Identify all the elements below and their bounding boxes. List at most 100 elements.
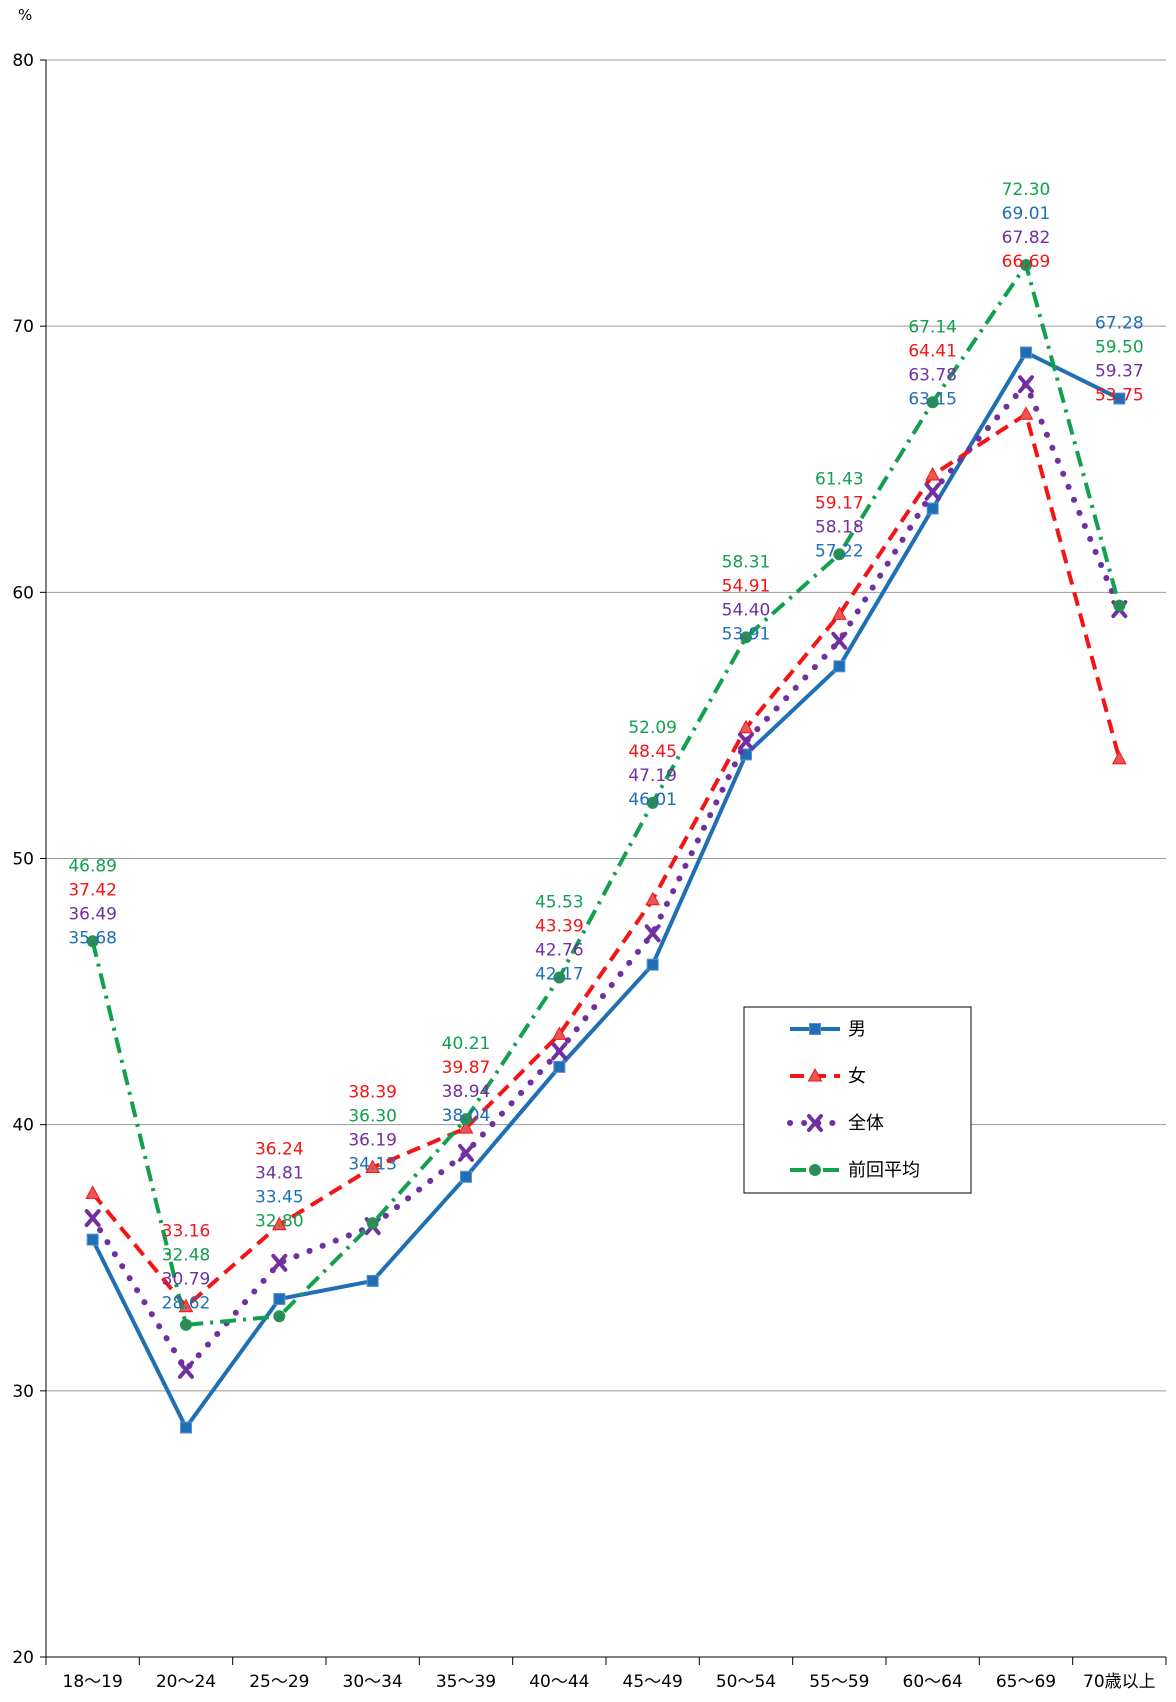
x-tick-label: 55～59: [809, 1672, 869, 1692]
data-label: 67.82: [1002, 228, 1051, 248]
y-tick-label: 40: [12, 1116, 34, 1136]
y-tick-label: 60: [12, 583, 34, 603]
data-label: 57.22: [815, 541, 864, 561]
legend-label: 男: [848, 1019, 866, 1040]
marker-triangle: [85, 1185, 101, 1199]
marker-triangle: [551, 1026, 567, 1040]
y-axis-ticks: 20 30 40 50 60 70 80: [12, 51, 46, 1668]
data-label: 36.49: [68, 904, 117, 924]
data-label: 63.15: [908, 389, 957, 409]
data-label: 36.30: [348, 1107, 397, 1127]
marker-square: [833, 660, 846, 673]
marker-triangle: [271, 1216, 287, 1231]
data-label: 59.37: [1095, 362, 1144, 382]
marker-circle: [553, 971, 566, 984]
data-label: 58.31: [722, 552, 771, 572]
series-line: [89, 381, 1123, 1373]
y-tick-label: 70: [12, 317, 34, 337]
x-tick-label: 50～54: [716, 1672, 776, 1692]
data-label: 64.41: [908, 341, 957, 361]
data-label: 42.76: [535, 940, 584, 960]
gridlines: [46, 59, 1166, 1392]
data-label: 59.50: [1095, 338, 1144, 358]
marker-x: [1018, 375, 1034, 394]
data-label: 54.40: [722, 600, 771, 620]
series-line: [90, 262, 1122, 1327]
y-tick-label: 20: [12, 1648, 34, 1668]
marker-circle: [180, 1318, 192, 1331]
legend-label: 女: [848, 1066, 866, 1087]
marker-triangle: [925, 466, 941, 481]
x-tick-label: 20～24: [156, 1672, 216, 1692]
data-label: 39.87: [442, 1058, 491, 1078]
marker-triangle: [458, 1120, 474, 1134]
legend-label: 全体: [848, 1113, 884, 1134]
marker-x: [178, 1360, 194, 1379]
data-label: 32.48: [162, 1246, 211, 1266]
data-labels: 46.89 37.42 36.49 35.68 33.16 32.48 30.79 28.62…: [68, 180, 1143, 1314]
data-label: 33.45: [255, 1188, 304, 1208]
data-label: 38.94: [442, 1082, 491, 1102]
data-label: 42.17: [535, 964, 584, 984]
data-label: 46.01: [628, 790, 677, 810]
series-line: [91, 412, 1122, 1309]
marker-circle: [833, 548, 846, 561]
marker-square: [646, 958, 659, 971]
marker-square: [1113, 392, 1126, 405]
marker-square: [926, 502, 939, 515]
data-label: 53.75: [1095, 386, 1144, 406]
marker-circle: [1113, 599, 1126, 612]
data-label: 32.80: [255, 1212, 304, 1232]
data-label: 46.89: [68, 856, 117, 876]
data-label: 61.43: [815, 469, 864, 489]
data-label: 38.04: [442, 1106, 491, 1126]
marker-square: [460, 1170, 472, 1183]
marker-circle: [1020, 258, 1032, 271]
data-label: 47.19: [628, 766, 677, 786]
marker-x: [807, 1114, 823, 1132]
x-tick-label: 60～64: [903, 1672, 963, 1692]
marker-x: [831, 631, 848, 650]
data-label: 35.68: [68, 928, 117, 948]
data-label: 37.42: [68, 880, 117, 900]
data-label: 48.45: [628, 742, 677, 762]
x-tick-label: 40～44: [529, 1672, 589, 1692]
data-label: 34.81: [255, 1164, 304, 1184]
marker-triangle: [1018, 406, 1034, 420]
marker-x: [924, 482, 941, 501]
x-tick-label: 30～34: [343, 1672, 403, 1692]
data-label: 69.01: [1002, 204, 1051, 224]
data-label: 40.21: [442, 1034, 491, 1054]
marker-circle: [926, 396, 939, 409]
data-label: 36.24: [255, 1140, 304, 1160]
y-axis-unit-label: %: [18, 6, 32, 24]
data-label: 53.91: [722, 624, 771, 644]
data-label: 66.69: [1002, 252, 1051, 272]
data-label: 34.13: [348, 1155, 397, 1175]
marker-square: [1020, 346, 1032, 359]
data-label: 58.18: [815, 517, 864, 537]
marker-circle: [273, 1310, 286, 1323]
data-label: 72.30: [1002, 180, 1051, 200]
data-label: 28.62: [162, 1294, 211, 1314]
data-label: 54.91: [722, 576, 771, 596]
y-tick-label: 30: [12, 1382, 34, 1402]
data-label: 67.14: [908, 317, 957, 337]
data-label: 36.19: [348, 1131, 397, 1151]
marker-square: [809, 1023, 821, 1035]
series-前回平均: [86, 258, 1126, 1331]
data-label: 67.28: [1095, 314, 1144, 334]
y-tick-label: 80: [12, 51, 34, 71]
series-女: [85, 406, 1127, 1313]
x-tick-label: 18～19: [63, 1672, 123, 1692]
marker-circle: [809, 1164, 821, 1176]
marker-triangle: [738, 719, 754, 734]
series-全体: [84, 375, 1128, 1379]
x-tick-label: 25～29: [249, 1672, 309, 1692]
x-axis-ticks: 18～19 20～24 25～29 30～34 35～39 40～44 45～49 50～54…: [45, 1657, 1167, 1692]
marker-x: [458, 1143, 474, 1162]
marker-triangle: [807, 1067, 823, 1082]
data-label: 59.17: [815, 493, 864, 513]
